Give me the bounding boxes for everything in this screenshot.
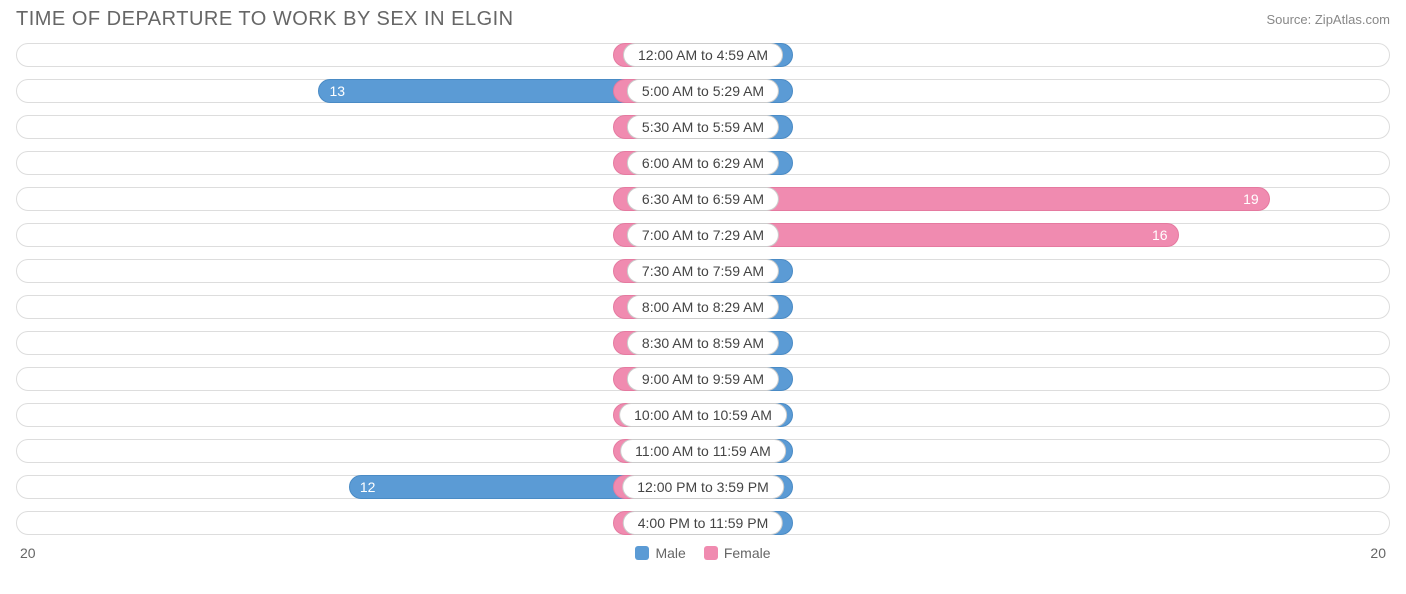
chart-area: 12:00 AM to 4:59 AM11 13 5:00 AM to 5:29 A… — [0, 35, 1406, 539]
chart-row: 196:30 AM to 6:59 AM0 — [16, 183, 1390, 215]
chart-row: 8:30 AM to 8:59 AM00 — [16, 327, 1390, 359]
chart-row: 135:00 AM to 5:29 AM1 — [16, 75, 1390, 107]
row-time-label: 11:00 AM to 11:59 AM — [620, 439, 786, 463]
chart-row: 1212:00 PM to 3:59 PM1 — [16, 471, 1390, 503]
chart-footer: 20 Male Female 20 — [0, 543, 1406, 567]
row-time-label: 7:30 AM to 7:59 AM — [627, 259, 779, 283]
row-time-label: 10:00 AM to 10:59 AM — [619, 403, 787, 427]
chart-row: 167:00 AM to 7:29 AM2 — [16, 219, 1390, 251]
row-time-label: 6:00 AM to 6:29 AM — [627, 151, 779, 175]
legend: Male Female — [635, 545, 770, 561]
axis-left-max: 20 — [20, 545, 36, 561]
row-time-label: 12:00 AM to 4:59 AM — [623, 43, 783, 67]
legend-swatch-female — [704, 546, 718, 560]
axis-right-max: 20 — [1370, 545, 1386, 561]
chart-row: 8:00 AM to 8:29 AM01 — [16, 291, 1390, 323]
chart-row: 7:30 AM to 7:59 AM20 — [16, 255, 1390, 287]
row-time-label: 5:30 AM to 5:59 AM — [627, 115, 779, 139]
row-time-label: 8:30 AM to 8:59 AM — [627, 331, 779, 355]
chart-title: TIME OF DEPARTURE TO WORK BY SEX IN ELGI… — [16, 8, 514, 31]
chart-row: 12:00 AM to 4:59 AM11 — [16, 39, 1390, 71]
legend-label-female: Female — [724, 545, 771, 561]
chart-header: TIME OF DEPARTURE TO WORK BY SEX IN ELGI… — [0, 0, 1406, 35]
female-value: 16 — [1152, 227, 1168, 243]
row-time-label: 8:00 AM to 8:29 AM — [627, 295, 779, 319]
legend-item-male: Male — [635, 545, 685, 561]
legend-label-male: Male — [655, 545, 685, 561]
male-value: 13 — [329, 83, 345, 99]
chart-row: 6:00 AM to 6:29 AM10 — [16, 147, 1390, 179]
chart-row: 10:00 AM to 10:59 AM00 — [16, 399, 1390, 431]
row-time-label: 4:00 PM to 11:59 PM — [623, 511, 783, 535]
chart-row: 5:30 AM to 5:59 AM00 — [16, 111, 1390, 143]
chart-row: 11:00 AM to 11:59 AM00 — [16, 435, 1390, 467]
row-time-label: 5:00 AM to 5:29 AM — [627, 79, 779, 103]
legend-item-female: Female — [704, 545, 771, 561]
row-time-label: 7:00 AM to 7:29 AM — [627, 223, 779, 247]
legend-swatch-male — [635, 546, 649, 560]
row-time-label: 12:00 PM to 3:59 PM — [622, 475, 784, 499]
row-time-label: 6:30 AM to 6:59 AM — [627, 187, 779, 211]
chart-source: Source: ZipAtlas.com — [1266, 12, 1390, 27]
chart-row: 4:00 PM to 11:59 PM00 — [16, 507, 1390, 539]
male-value: 12 — [360, 479, 376, 495]
row-time-label: 9:00 AM to 9:59 AM — [627, 367, 779, 391]
chart-row: 9:00 AM to 9:59 AM00 — [16, 363, 1390, 395]
female-value: 19 — [1243, 191, 1259, 207]
